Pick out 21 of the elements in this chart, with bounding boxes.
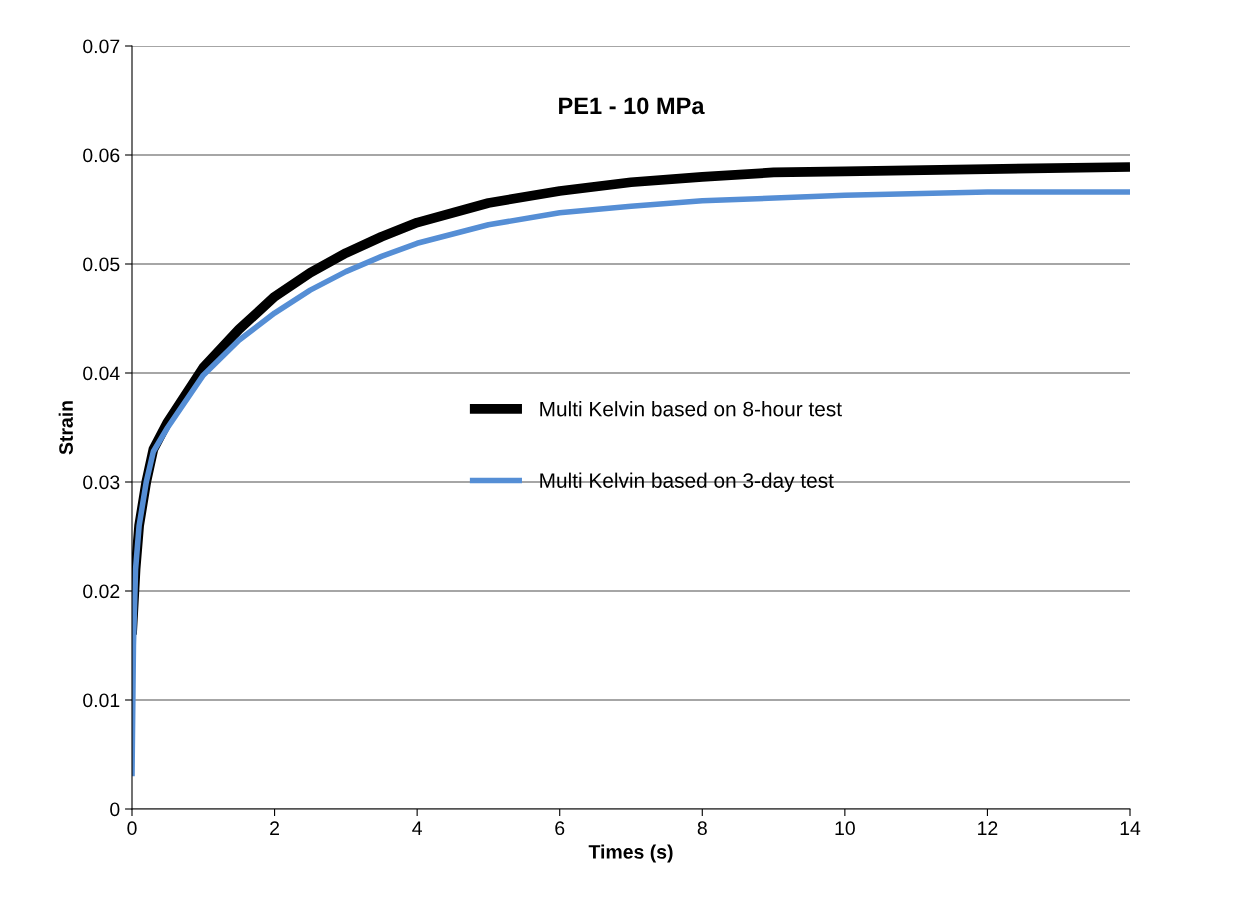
y-tick-label: 0 (110, 802, 120, 817)
x-tick-label: 12 (978, 821, 998, 835)
x-tick-label: 2 (270, 821, 279, 835)
y-tick-label: 0.03 (83, 475, 120, 490)
x-tick-label: 8 (697, 821, 707, 836)
legend-label: Multi Kelvin based on 3-day test (540, 472, 834, 493)
y-tick-label: 0.07 (83, 39, 120, 54)
x-tick-label: 4 (412, 821, 422, 835)
x-tick-label: 14 (1120, 821, 1141, 835)
x-tick-label: 0 (127, 821, 137, 836)
y-tick-label: 0.06 (83, 148, 120, 163)
text: PE1 - 10 MPa (559, 97, 705, 115)
y-tick-label: 0.04 (83, 366, 120, 381)
y-tick-label: 0.05 (83, 257, 120, 272)
x-axis-title: Times (s) (588, 844, 673, 863)
y-tick-label: 0.01 (83, 693, 120, 708)
x-tick-label: 6 (555, 821, 565, 836)
y-axis-title: Strain (58, 401, 73, 455)
x-tick-label: 10 (835, 821, 855, 836)
legend-label: Multi Kelvin based on 8-hour test (540, 401, 842, 417)
y-tick-label: 0.02 (83, 584, 120, 599)
